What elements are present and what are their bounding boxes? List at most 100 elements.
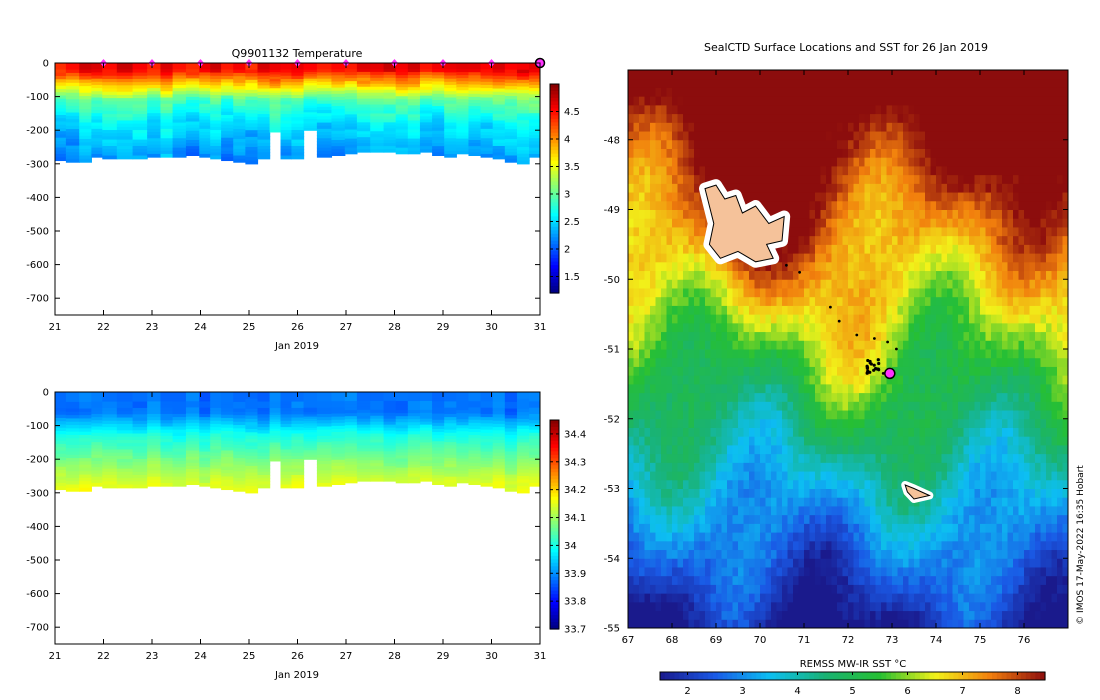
sst-cell: [677, 78, 684, 88]
sst-cell: [633, 558, 640, 568]
sst-cell: [666, 174, 673, 184]
salinity-cell: [456, 392, 470, 396]
temperature-cell: [383, 74, 397, 79]
salinity-cell: [407, 431, 421, 435]
salinity-cell: [456, 401, 470, 405]
sst-cell: [721, 270, 728, 280]
salinity-cell: [468, 392, 482, 396]
salinity-cell: [444, 482, 457, 487]
temperature-cell: [492, 101, 506, 106]
sst-cell: [716, 532, 722, 542]
sst-cell: [644, 593, 651, 603]
temperature-cell: [91, 147, 103, 152]
sst-cell: [826, 488, 832, 498]
sst-cell: [699, 148, 706, 158]
sst-cell: [694, 479, 700, 489]
sst-cell: [804, 183, 810, 193]
sst-cell: [776, 471, 783, 481]
sst-cell: [754, 471, 761, 481]
temperature-cell: [65, 86, 80, 91]
temperature-cell: [432, 90, 445, 95]
sst-cell: [815, 462, 821, 472]
sst-cell: [655, 505, 662, 516]
salinity-cell: [432, 404, 445, 408]
sst-cell: [688, 514, 695, 524]
salinity-cell: [257, 449, 271, 454]
salinity-cell: [185, 469, 200, 473]
salinity-cell: [102, 401, 118, 406]
salinity-cell: [432, 453, 445, 458]
sst-cell: [793, 349, 799, 359]
temperature-cell: [269, 124, 282, 128]
sst-cell: [710, 514, 717, 524]
salinity-colorbar-tick: 33.9: [564, 569, 586, 580]
sst-cell: [765, 139, 772, 149]
salinity-cell: [147, 482, 162, 487]
sst-cell: [677, 383, 684, 394]
temperature-cell: [468, 103, 482, 107]
salinity-cell: [245, 405, 259, 410]
salinity-cell: [344, 452, 358, 457]
temperature-cell: [65, 122, 80, 127]
temperature-cell: [407, 81, 421, 85]
sst-cell: [661, 410, 667, 420]
salinity-cell: [116, 430, 134, 435]
temperature-cell: [147, 144, 162, 149]
temperature-cell: [221, 75, 234, 80]
temperature-cell: [516, 93, 530, 98]
sst-cell: [672, 549, 678, 559]
sst-cell: [826, 192, 832, 202]
salinity-cell: [199, 451, 211, 456]
sst-cell: [837, 471, 843, 481]
salinity-cell: [419, 424, 433, 429]
sst-cell: [721, 174, 728, 184]
salinity-cell: [210, 407, 222, 412]
temperature-cell: [504, 82, 518, 87]
sst-cell: [760, 401, 766, 411]
salinity-cell: [245, 469, 259, 474]
sst-cell: [650, 70, 656, 80]
temperature-cell: [316, 66, 333, 70]
sst-cell: [831, 479, 838, 489]
sst-cell: [721, 549, 728, 559]
sst-cell: [666, 366, 673, 376]
salinity-cell: [468, 407, 482, 412]
temperature-y-tick: -200: [26, 126, 49, 137]
sst-cell: [815, 261, 821, 272]
salinity-colorbar-cell: [550, 514, 559, 519]
sst-cell: [661, 148, 667, 158]
salinity-cell: [480, 439, 494, 443]
sst-cell: [699, 392, 706, 402]
salinity-cell: [79, 467, 92, 472]
salinity-cell: [291, 468, 305, 473]
salinity-cell: [492, 449, 506, 454]
salinity-cell: [529, 482, 540, 487]
salinity-cell: [102, 481, 118, 486]
temperature-cell: [516, 83, 530, 88]
sst-cell: [683, 410, 689, 420]
salinity-cell: [172, 482, 187, 487]
sst-cell: [804, 505, 810, 516]
salinity-cell: [456, 443, 470, 448]
sst-cell: [837, 566, 843, 577]
salinity-cell: [280, 404, 293, 409]
temperature-cell: [456, 69, 470, 73]
temperature-cell: [116, 94, 134, 99]
temperature-cell: [185, 127, 200, 132]
temperature-cell: [529, 135, 540, 139]
sst-cell: [716, 340, 722, 350]
sst-cell: [628, 174, 634, 184]
salinity-cell: [147, 435, 162, 440]
salinity-cell: [356, 451, 371, 455]
sst-cell: [815, 566, 821, 577]
salinity-cell: [370, 457, 385, 461]
temperature-cell: [344, 129, 358, 134]
temperature-cell: [257, 110, 271, 115]
salinity-cell: [210, 430, 222, 435]
salinity-cell: [91, 476, 103, 481]
sst-cell: [721, 349, 728, 359]
temperature-cell: [480, 106, 494, 111]
temperature-cell: [331, 103, 346, 107]
sst-cell: [721, 566, 728, 577]
salinity-cell: [370, 403, 385, 408]
